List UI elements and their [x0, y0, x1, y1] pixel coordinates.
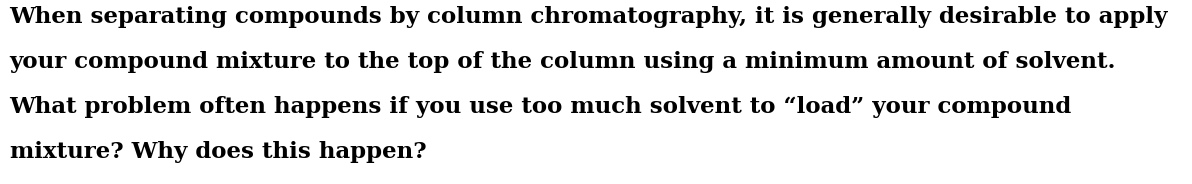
Text: When separating compounds by column chromatography, it is generally desirable to: When separating compounds by column chro… [10, 6, 1168, 28]
Text: What problem often happens if you use too much solvent to “load” your compound: What problem often happens if you use to… [10, 96, 1072, 118]
Text: mixture? Why does this happen?: mixture? Why does this happen? [10, 141, 427, 163]
Text: your compound mixture to the top of the column using a minimum amount of solvent: your compound mixture to the top of the … [10, 51, 1116, 73]
